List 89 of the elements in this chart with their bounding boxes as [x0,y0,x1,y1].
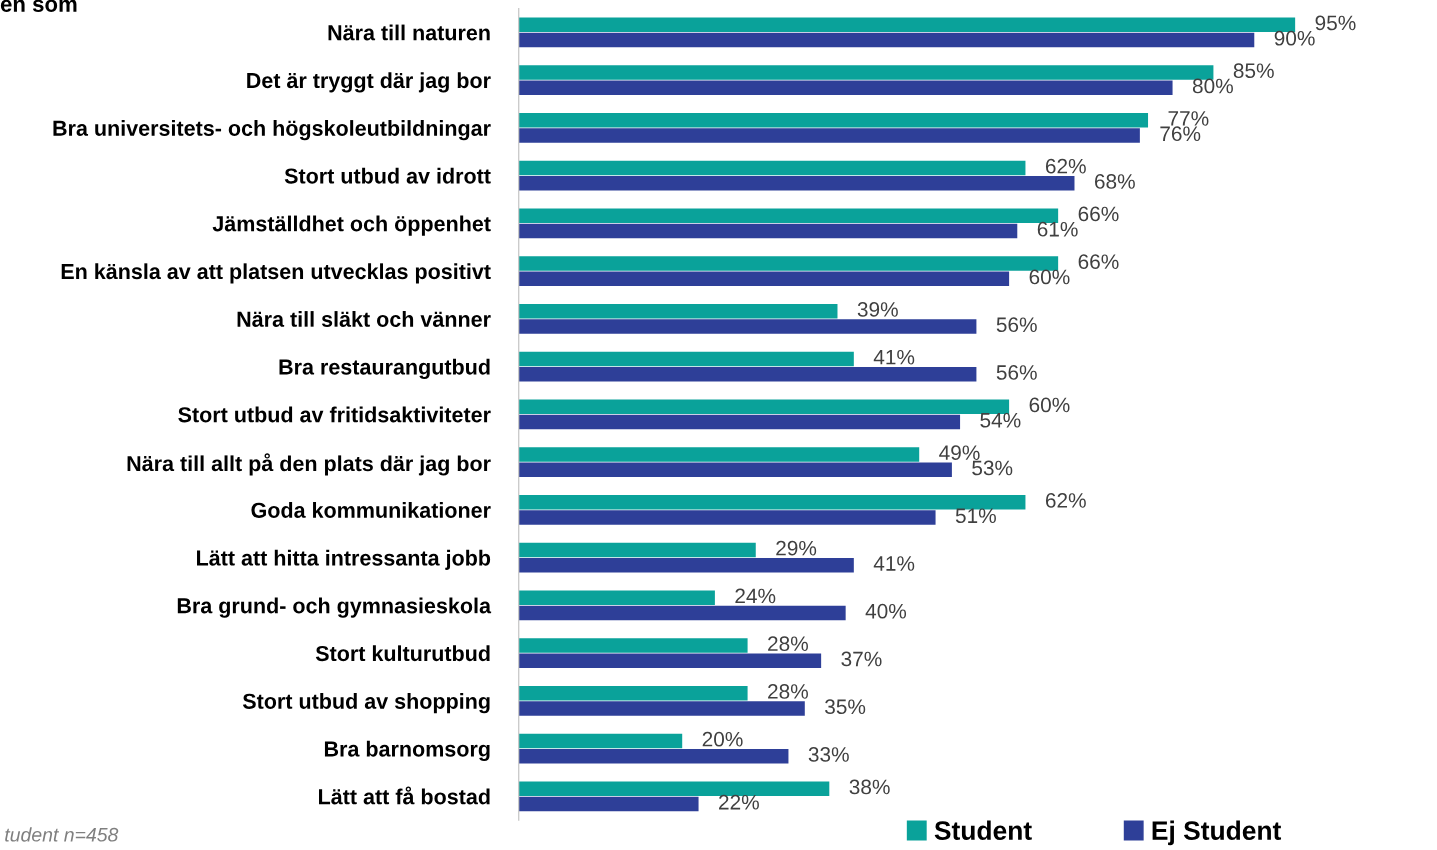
y-tick-label: En känsla av att platsen utvecklas positivt [61,263,491,284]
bar [518,208,1059,223]
data-label: 38% [849,779,890,795]
data-label: 76% [1160,126,1201,142]
bar [518,17,1296,32]
data-label: 60% [1029,397,1070,413]
data-label: 49% [939,445,980,461]
bar [518,32,1255,48]
data-label: 66% [1078,254,1119,270]
bar [518,303,838,319]
y-tick-label: Bra universitets- och högskoleutbildningar [53,120,491,141]
data-label: 56% [996,365,1037,380]
bar [518,223,1018,239]
legend-label: Student [934,820,1032,840]
data-label: 53% [972,460,1013,476]
bar [518,796,699,812]
text: en som [0,0,77,12]
data-label: 33% [808,747,849,762]
y-tick-label: Lätt att hitta intressanta jobb [197,549,491,570]
bar [518,176,1075,191]
data-label: 62% [1045,158,1086,174]
y-tick-label: Nära till naturen [328,24,490,41]
y-tick-label: Det är tryggt där jag bor [247,72,491,93]
y-tick-label: Goda kommunikationer [251,502,491,518]
y-tick-label: Bra restaurangutbud [279,358,490,379]
y-tick-label: Stort utbud av idrott [284,167,491,184]
bar [518,781,830,796]
bar [518,65,1214,80]
data-label: 90% [1274,30,1315,46]
data-label: 40% [865,603,907,619]
bar [518,367,977,382]
bar [518,112,1149,128]
data-label: 41% [873,349,915,365]
bar [518,542,756,558]
bar [518,494,1026,510]
bar [518,447,920,462]
data-label: 62% [1045,493,1086,508]
data-label: 77% [1168,111,1209,126]
bar [518,256,1059,271]
bar [518,605,846,621]
data-label: 20% [702,731,743,747]
bar [518,638,748,653]
y-tick-label: Jämställdhet och öppenhet [212,215,491,236]
bar [518,558,854,573]
bar [518,128,1140,143]
legend-label: Ej Student [1152,820,1282,846]
data-label: 22% [719,794,759,810]
y-tick-label: Lätt att få bostad [319,786,490,805]
bar [518,399,1010,414]
data-label: 85% [1233,63,1274,79]
bar [518,733,683,749]
y-tick-label: Bra grund- och gymnasieskola [177,597,492,618]
data-label: 68% [1094,174,1135,189]
bar [518,590,715,605]
bar [518,319,977,334]
text: tudent n=458 [5,827,119,842]
data-label: 24% [735,588,776,604]
y-tick-label: Stort utbud av shopping [242,693,490,714]
bar [518,462,952,478]
bar [518,80,1173,96]
bar [518,685,748,701]
bar [518,749,789,764]
bar [518,271,1010,287]
y-tick-label: Nära till allt på den plats där jag bor [127,453,491,476]
data-label: 41% [873,556,915,571]
y-tick-label: Stort kulturutbud [315,645,490,662]
data-label: 95% [1315,15,1356,31]
data-label: 51% [955,508,996,524]
data-label: 28% [768,684,808,699]
y-tick-label: Stort utbud av fritidsaktiviteter [178,406,491,423]
data-label: 60% [1029,269,1070,285]
data-label: 66% [1078,206,1119,222]
bar [518,160,1026,176]
bar [518,510,936,525]
data-label: 39% [857,302,898,317]
y-tick-label: Nära till släkt och vänner [237,311,491,327]
bar [518,351,854,367]
data-label: 56% [996,317,1037,333]
data-label: 37% [841,651,882,667]
data-label: 28% [768,636,808,652]
bar [518,414,961,430]
data-label: 29% [776,540,817,556]
bar [518,653,822,669]
data-label: 35% [825,699,866,715]
data-label: 54% [980,412,1021,428]
y-tick-label: Bra barnomsorg [324,740,490,761]
data-label: 80% [1192,78,1233,94]
bar [518,701,805,716]
data-label: 61% [1037,221,1078,237]
